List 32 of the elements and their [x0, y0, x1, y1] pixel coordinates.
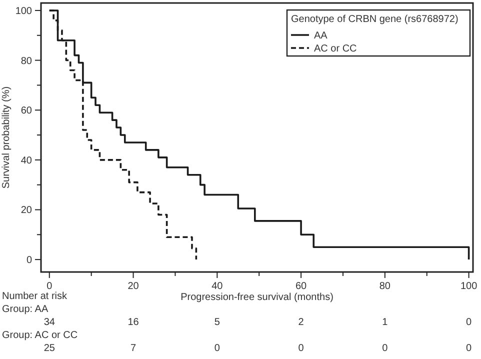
y-tick-label: 60 [20, 106, 32, 117]
text: 5 [214, 317, 220, 328]
y-tick-label: 80 [20, 56, 32, 67]
y-tick-label: 100 [15, 6, 32, 17]
x-tick-label: 100 [460, 281, 478, 292]
x-tick-label: 40 [212, 281, 224, 292]
y-tick-label: 40 [20, 155, 32, 166]
x-tick-label: 0 [46, 281, 53, 292]
text: Group: AA [2, 304, 48, 315]
text: 0 [214, 343, 220, 354]
y-tick-label: 20 [20, 205, 32, 216]
x-tick-label: 60 [295, 281, 308, 292]
text: 2 [298, 317, 304, 328]
y-tick-label: 0 [26, 255, 32, 266]
text: 34 [44, 317, 56, 328]
x-tick-label: 80 [379, 281, 391, 292]
text: Number at risk [2, 291, 68, 302]
text: 0 [466, 343, 472, 354]
legend-title: Genotype of CRBN gene (rs6768972) [291, 14, 458, 25]
text: 0 [466, 317, 472, 328]
text: 0 [298, 343, 304, 354]
text: 0 [382, 343, 388, 354]
text: Group: AC or CC [2, 330, 78, 341]
x-axis-title: Progression-free survival (months) [180, 292, 334, 303]
x-tick-label: 20 [128, 281, 140, 292]
legend-label: AA [314, 30, 328, 42]
text: 25 [44, 343, 56, 354]
y-axis-title: Survival probability (%) [1, 86, 12, 189]
text: 7 [130, 343, 136, 354]
legend-label: AC or CC [314, 44, 357, 54]
text: 16 [128, 317, 140, 328]
text: 1 [382, 317, 388, 328]
